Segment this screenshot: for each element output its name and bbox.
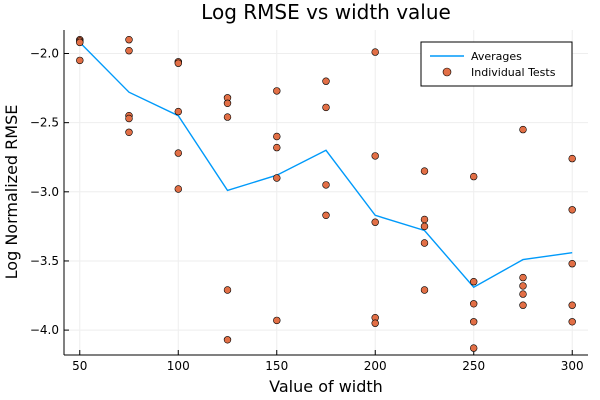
individual-test-point <box>470 344 478 352</box>
chart-title: Log RMSE vs width value <box>201 0 451 24</box>
individual-test-point <box>519 301 527 309</box>
y-tick-label: −3.0 <box>30 185 59 199</box>
individual-test-point <box>420 286 429 294</box>
individual-test-point <box>470 300 478 308</box>
individual-test-point <box>568 206 576 214</box>
individual-test-point <box>470 172 478 181</box>
individual-test-point <box>174 185 183 193</box>
individual-test-point <box>519 282 527 290</box>
x-tick-label: 250 <box>462 359 485 373</box>
individual-test-point <box>174 149 183 157</box>
individual-test-point <box>568 301 576 309</box>
y-tick-label: −2.5 <box>30 116 59 130</box>
individual-test-point <box>568 260 576 268</box>
averages-line <box>79 41 573 289</box>
individual-test-point <box>223 113 232 121</box>
y-tick-label: −4.0 <box>30 323 59 337</box>
x-tick-label: 200 <box>364 359 387 373</box>
individual-test-point <box>273 132 281 141</box>
x-tick-label: 50 <box>72 359 87 373</box>
individual-test-point <box>174 59 183 67</box>
legend-box <box>420 41 573 87</box>
legend-individual-tests-swatch <box>442 67 452 77</box>
individual-test-point <box>322 181 330 189</box>
legend-individual-tests-label: Individual Tests <box>471 66 556 79</box>
x-axis-label: Value of width <box>269 377 383 396</box>
individual-test-point <box>420 222 429 231</box>
individual-test-point <box>125 128 133 137</box>
y-tick-label: −3.5 <box>30 254 59 268</box>
x-tick-label: 100 <box>167 359 190 373</box>
individual-test-point <box>420 167 429 175</box>
individual-test-point <box>568 154 576 163</box>
individual-test-point <box>273 87 281 95</box>
x-tick-label: 150 <box>265 359 288 373</box>
individual-test-point <box>371 218 379 226</box>
individual-test-point <box>125 46 133 55</box>
individual-test-point <box>322 103 330 112</box>
plot-area <box>76 35 576 352</box>
y-tick-label: −2.0 <box>30 47 59 61</box>
individual-test-point <box>76 38 84 47</box>
individual-test-point <box>420 215 429 224</box>
x-tick-label: 300 <box>561 359 584 373</box>
individual-test-point <box>273 174 281 182</box>
individual-test-point <box>125 114 133 123</box>
x-ticks: 50 100 150 200 250 300 <box>72 350 584 373</box>
y-axis-label: Log Normalized RMSE <box>2 105 21 280</box>
individual-test-point <box>371 319 379 327</box>
individual-test-point <box>322 77 330 85</box>
individual-test-point <box>568 318 576 326</box>
individual-test-point <box>223 99 232 108</box>
individual-test-point <box>519 273 527 282</box>
legend-averages-label: Averages <box>471 50 522 63</box>
individual-test-point <box>223 286 232 294</box>
individual-test-point <box>174 107 183 116</box>
individual-test-point <box>470 318 478 326</box>
individual-test-point <box>371 152 379 160</box>
individual-test-point <box>273 143 281 152</box>
individual-test-point <box>470 278 478 286</box>
individual-test-point <box>371 48 379 56</box>
legend: Averages Individual Tests <box>420 41 573 87</box>
individual-test-point <box>223 336 232 344</box>
individual-test-point <box>322 211 330 220</box>
individual-test-point <box>420 239 429 247</box>
individual-test-point <box>125 35 133 44</box>
axes <box>63 30 588 356</box>
y-ticks: −2.0 −2.5 −3.0 −3.5 −4.0 <box>30 47 69 337</box>
individual-test-point <box>76 56 84 65</box>
individual-test-point <box>273 316 281 325</box>
individual-test-point <box>519 125 527 134</box>
individual-test-point <box>519 290 527 298</box>
